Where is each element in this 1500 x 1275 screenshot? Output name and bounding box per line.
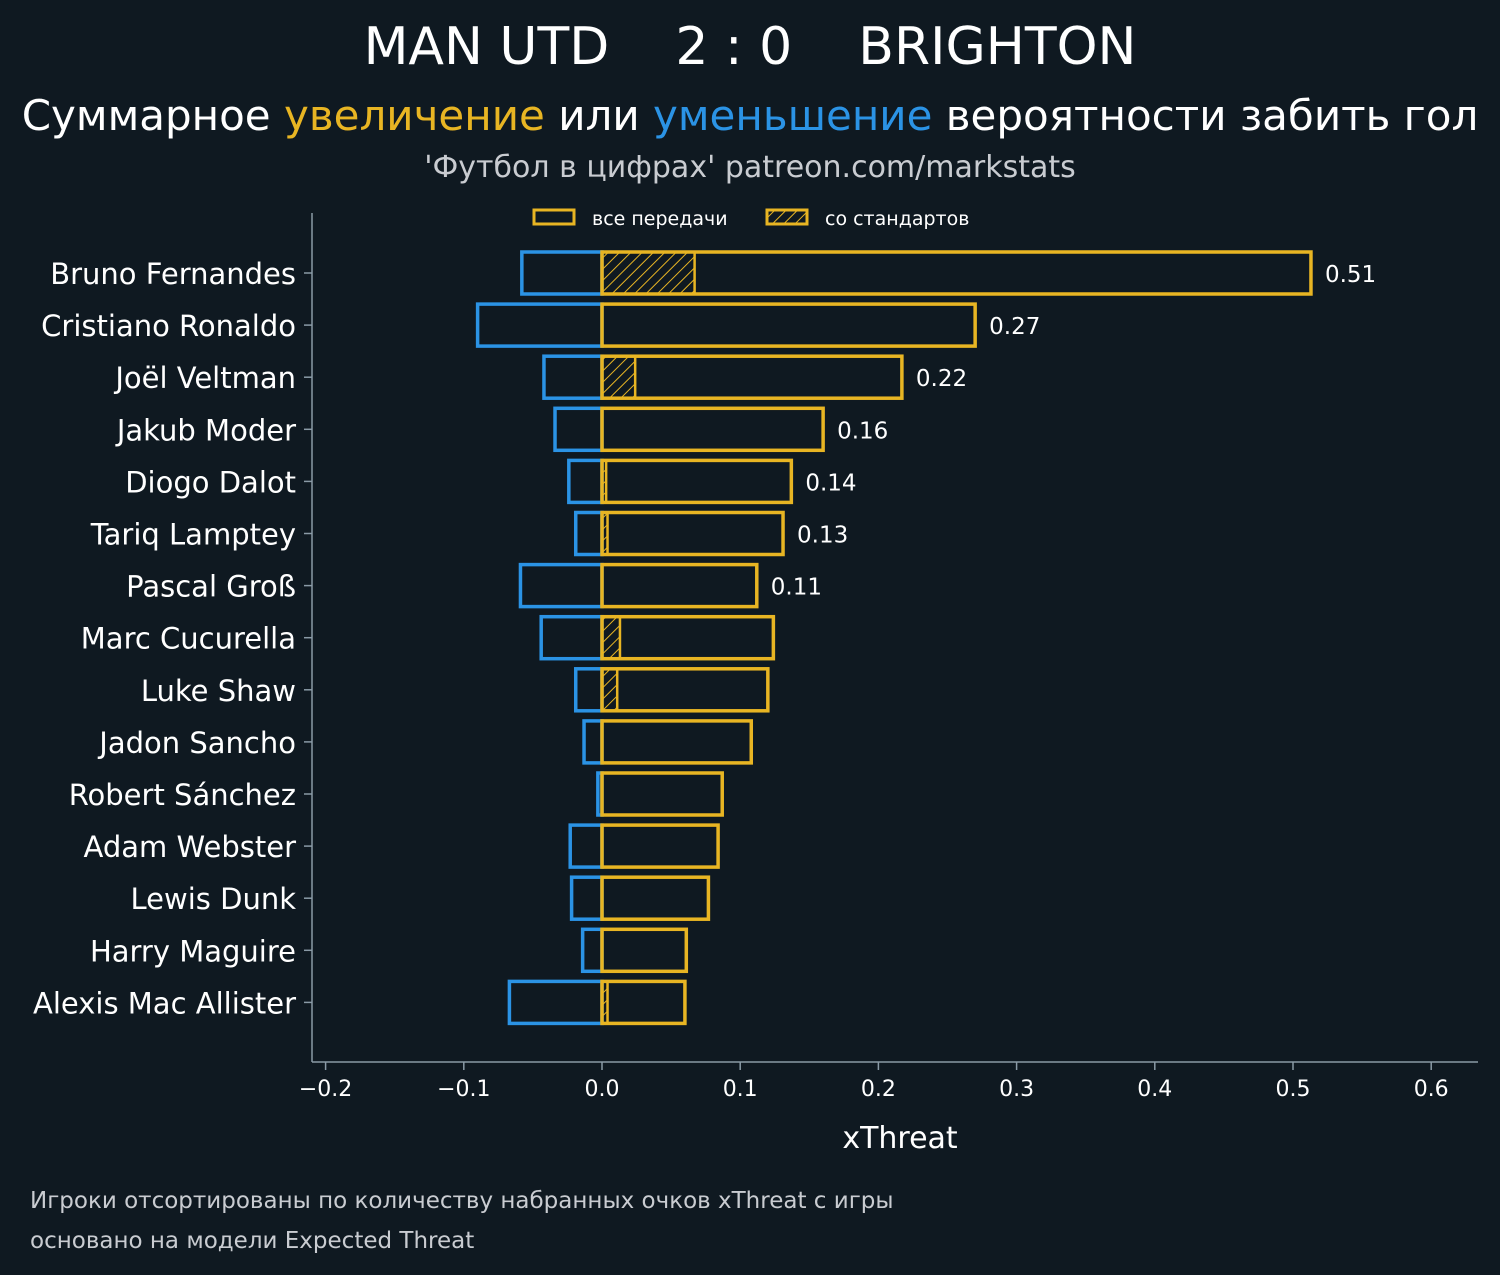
bar-negative bbox=[569, 875, 604, 921]
subtitle-text-3: вероятности забить гол bbox=[932, 91, 1479, 140]
value-label: 0.11 bbox=[771, 575, 822, 601]
subtitle-text-2: или bbox=[544, 91, 653, 140]
bar-negative bbox=[582, 719, 604, 765]
x-tick-label: −0.2 bbox=[299, 1077, 352, 1102]
bar-positive bbox=[600, 458, 794, 505]
subtitle-text-1: Суммарное bbox=[21, 91, 284, 140]
bar-negative bbox=[520, 250, 604, 296]
player-label: Alexis Mac Allister bbox=[33, 986, 296, 1020]
player-label: Bruno Fernandes bbox=[50, 257, 296, 291]
bar-negative bbox=[553, 406, 604, 453]
bar-set-piece bbox=[600, 354, 637, 400]
x-tick-label: 0.4 bbox=[1137, 1077, 1172, 1102]
player-label: Harry Maguire bbox=[90, 934, 296, 968]
bar-negative bbox=[507, 979, 604, 1026]
bar-positive bbox=[600, 823, 720, 869]
source-credit: 'Футбол в цифрах' patreon.com/markstats bbox=[424, 150, 1076, 185]
value-label: 0.16 bbox=[837, 418, 888, 444]
x-tick-label: 0.3 bbox=[999, 1077, 1034, 1102]
bar-positive bbox=[600, 667, 770, 713]
match-score: 2 : 0 bbox=[675, 17, 793, 77]
match-title: MAN UTD 2 : 0 BRIGHTON bbox=[0, 14, 1500, 80]
player-label: Jakub Moder bbox=[115, 413, 296, 447]
chart-subtitle: Суммарное увеличение или уменьшение веро… bbox=[0, 90, 1500, 142]
x-tick-label: 0.0 bbox=[585, 1077, 620, 1102]
player-label: Marc Cucurella bbox=[81, 622, 296, 656]
x-tick-label: 0.2 bbox=[861, 1077, 896, 1102]
subtitle-increase: увеличение bbox=[284, 91, 545, 140]
player-label: Robert Sánchez bbox=[69, 778, 296, 812]
bar-negative bbox=[475, 302, 604, 348]
bar-negative bbox=[567, 458, 604, 505]
value-label: 0.27 bbox=[989, 314, 1040, 340]
x-tick-label: 0.1 bbox=[723, 1077, 758, 1102]
bar-negative bbox=[580, 927, 604, 974]
bar-positive bbox=[600, 354, 904, 400]
chart-axes: −0.2 −0.1 0.0 0.1 0.2 0.3 0.4 0.5 0.6 xThreat bbox=[299, 213, 1478, 1156]
chart-labels: Bruno Fernandes 0.51 Cristiano Ronaldo 0.27… bbox=[33, 257, 1376, 1020]
value-label: 0.13 bbox=[797, 523, 848, 549]
player-label: Tariq Lamptey bbox=[90, 518, 296, 552]
x-tick-label: 0.6 bbox=[1414, 1077, 1449, 1102]
bar-positive bbox=[600, 771, 724, 817]
x-tick-label: 0.5 bbox=[1276, 1077, 1311, 1102]
bar-positive bbox=[600, 510, 785, 557]
x-tick-label: −0.1 bbox=[437, 1077, 490, 1102]
player-label: Diogo Dalot bbox=[125, 465, 296, 499]
player-label: Pascal Groß bbox=[126, 570, 296, 604]
x-axis-label: xThreat bbox=[842, 1121, 958, 1156]
bar-negative bbox=[518, 562, 604, 609]
bar-negative bbox=[539, 614, 604, 661]
bar-positive bbox=[600, 406, 825, 453]
legend-swatch-all bbox=[532, 208, 576, 226]
bar-positive bbox=[600, 302, 977, 348]
player-label: Joël Veltman bbox=[113, 361, 296, 395]
legend-label-all: все передачи bbox=[592, 208, 728, 230]
value-label: 0.14 bbox=[805, 470, 856, 496]
bar-positive bbox=[600, 979, 687, 1026]
bar-negative bbox=[573, 510, 604, 557]
bar-negative bbox=[542, 354, 604, 400]
bar-positive bbox=[600, 614, 776, 661]
bar-set-piece bbox=[600, 615, 622, 660]
player-label: Lewis Dunk bbox=[131, 882, 297, 916]
value-label: 0.51 bbox=[1325, 262, 1376, 288]
player-label: Luke Shaw bbox=[141, 674, 296, 708]
chart-bars bbox=[475, 250, 1313, 1026]
value-label: 0.22 bbox=[916, 366, 967, 392]
bar-negative bbox=[573, 667, 604, 713]
footnote-sort: Игроки отсортированы по количеству набра… bbox=[30, 1188, 894, 1214]
chart-legend: все передачи со стандартов bbox=[532, 208, 969, 230]
legend-swatch-set-piece bbox=[765, 208, 809, 226]
bar-set-piece bbox=[600, 667, 619, 713]
subtitle-decrease: уменьшение bbox=[652, 91, 933, 140]
legend-label-set-piece: со стандартов bbox=[825, 208, 969, 230]
player-label: Adam Webster bbox=[84, 830, 297, 864]
home-team: MAN UTD bbox=[363, 17, 610, 77]
bar-positive bbox=[600, 875, 711, 921]
bar-negative bbox=[568, 823, 604, 869]
bar-set-piece bbox=[600, 250, 696, 296]
player-label: Jadon Sancho bbox=[97, 726, 296, 760]
bar-positive bbox=[600, 250, 1313, 296]
away-team: BRIGHTON bbox=[858, 17, 1137, 77]
bar-positive bbox=[600, 927, 689, 974]
bar-positive bbox=[600, 562, 759, 609]
footnote-model: основано на модели Expected Threat bbox=[30, 1228, 475, 1254]
player-label: Cristiano Ronaldo bbox=[41, 309, 296, 343]
bar-positive bbox=[600, 719, 754, 765]
